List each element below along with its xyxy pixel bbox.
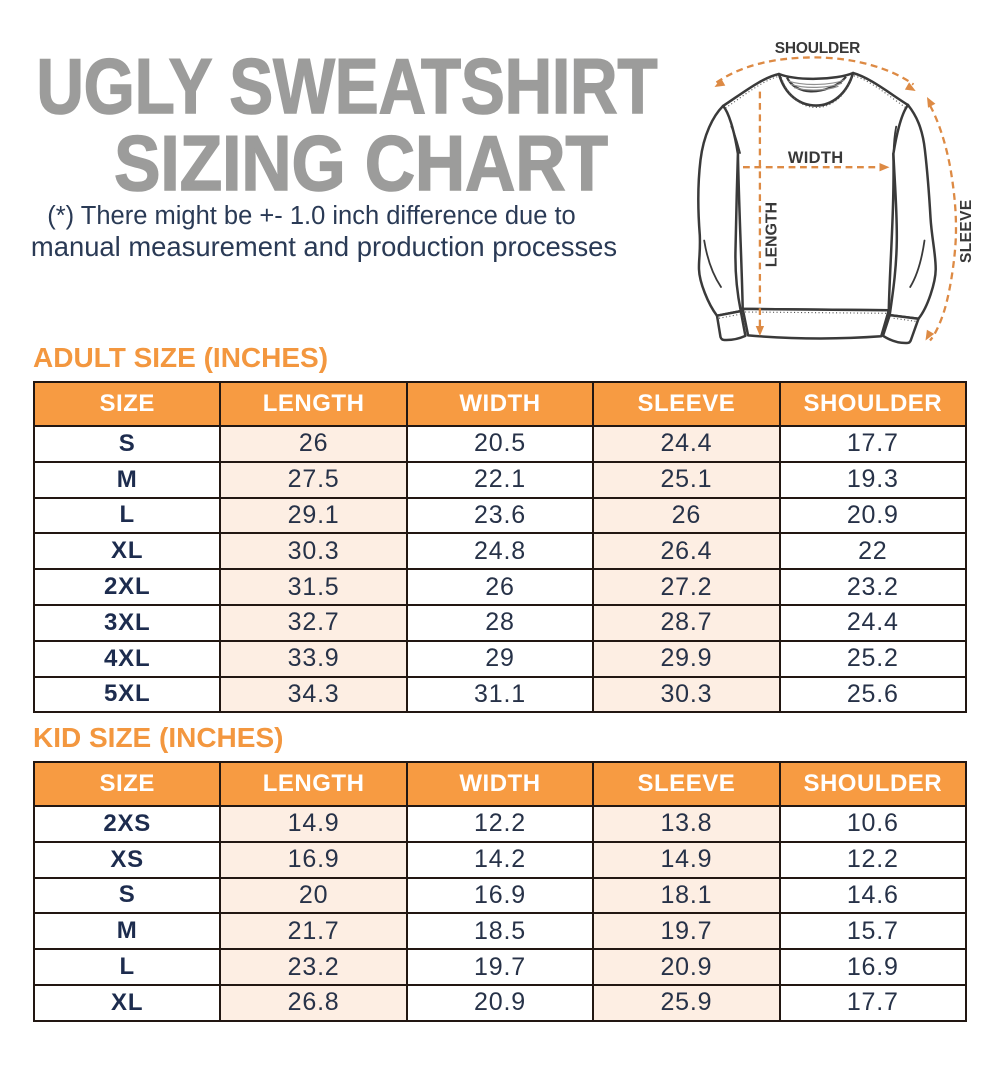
- svg-text:WIDTH: WIDTH: [788, 149, 844, 167]
- svg-text:LENGTH: LENGTH: [764, 202, 781, 267]
- svg-text:SHOULDER: SHOULDER: [775, 40, 860, 57]
- svg-text:SLEEVE: SLEEVE: [958, 199, 975, 263]
